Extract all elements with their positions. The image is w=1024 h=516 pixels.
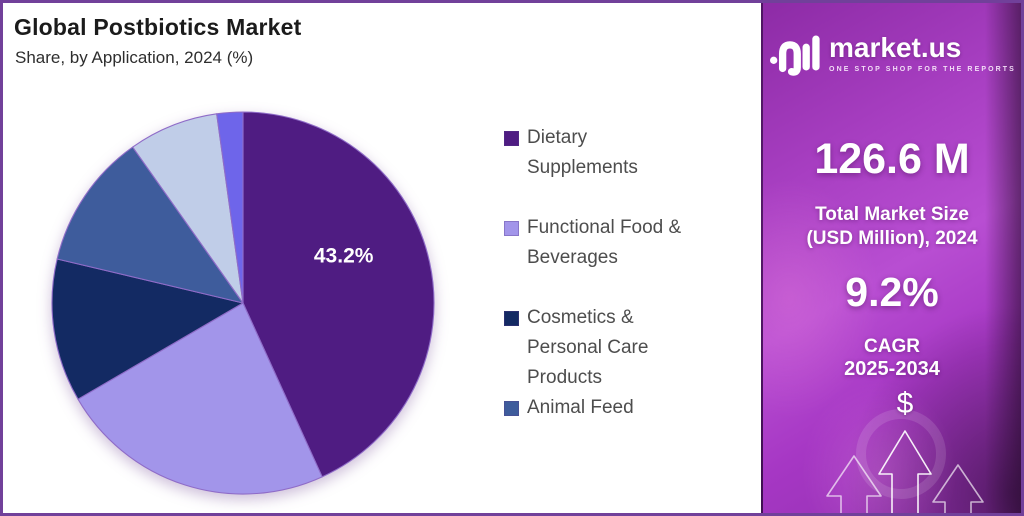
brand-sidebar: market.us ONE STOP SHOP FOR THE REPORTS …: [761, 3, 1021, 513]
legend-label: Dietary Supplements: [527, 127, 638, 178]
legend-item: Cosmetics & Personal Care Products: [504, 303, 704, 393]
coffee-cup-photo-shape: [856, 409, 946, 499]
legend-label: Animal Feed: [527, 397, 634, 418]
pie-slice-animal-feed: [56, 146, 244, 304]
cagr-value: 9.2%: [845, 269, 939, 315]
cagr-period: 2025-2034: [844, 358, 940, 380]
legend-label: Cosmetics & Personal Care Products: [527, 307, 649, 388]
chart-subtitle: Share, by Application, 2024 (%): [15, 48, 254, 67]
slice-data-label: 43.2%: [314, 244, 374, 267]
chart-panel: Global Postbiotics Market Share, by Appl…: [3, 3, 765, 513]
chart-legend: Dietary Supplements Functional Food & Bev…: [504, 123, 704, 423]
pie-slice-functional-food-beverages: [77, 302, 323, 495]
pie-slice-unlabeled-5: [216, 111, 244, 304]
pie-slice-cosmetics-personal-care-products: [51, 258, 244, 400]
legend-swatch: [504, 221, 519, 236]
cagr-label: CAGR: [864, 336, 920, 357]
legend-item: Functional Food & Beverages: [504, 213, 704, 303]
brand-tagline: ONE STOP SHOP FOR THE REPORTS: [829, 65, 1016, 73]
marketus-logo: market.us ONE STOP SHOP FOR THE REPORTS: [763, 29, 1021, 77]
dollar-icon: $: [896, 387, 914, 420]
marketus-logo-icon: [770, 35, 820, 76]
legend-item: Dietary Supplements: [504, 123, 704, 213]
legend-swatch: [504, 311, 519, 326]
legend-swatch: [504, 401, 519, 416]
pie-slice-dietary-supplements: [242, 111, 435, 478]
market-size-label: Total Market Size (USD Million), 2024: [806, 204, 978, 249]
growth-arrows-icon: [826, 430, 984, 513]
market-size-value: 126.6 M: [814, 135, 970, 183]
chart-title: Global Postbiotics Market: [14, 14, 302, 40]
legend-label: Functional Food & Beverages: [527, 217, 682, 268]
legend-item: Animal Feed: [504, 393, 704, 423]
legend-swatch: [504, 131, 519, 146]
brand-name: market.us: [829, 31, 962, 63]
pie-chart: 43.2%: [51, 111, 435, 495]
